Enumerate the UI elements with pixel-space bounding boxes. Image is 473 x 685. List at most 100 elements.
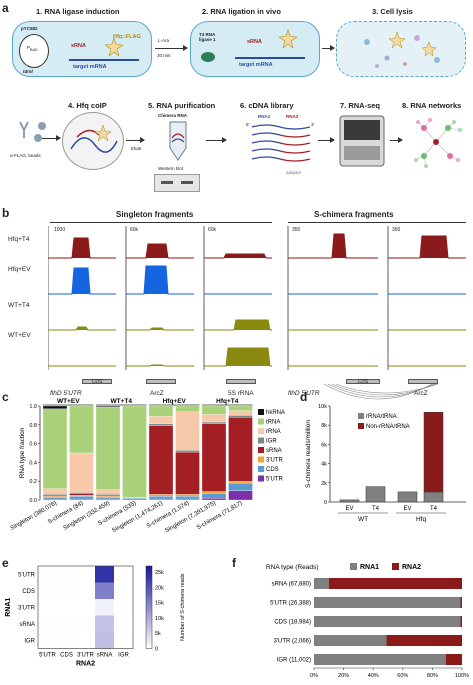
step-1-title: 1. RNA ligase induction [36,7,120,16]
bar-segment [69,493,94,496]
ytick-col5: 350 [392,227,401,233]
colorbar-step [146,592,152,596]
bar-segment [314,616,461,627]
colorbar-tick: 0 [155,647,158,653]
gene-box-arcz [146,379,176,384]
ytick-label: 1.0 [29,404,37,410]
legend-title: RNA type (Reads) [266,564,318,571]
colorbar-step [146,644,152,647]
panel-letter-c: c [2,390,9,404]
colorbar-step [146,580,152,583]
step-8-title: 8. RNA networks [402,101,462,110]
colorbar-tick: 10k [155,616,164,622]
heatmap-cell [76,632,95,649]
legend-label: CDS [266,467,279,473]
bar-segment [201,493,227,499]
xtick-label: 40% [368,673,379,679]
legend-label: RNA1 [360,564,379,571]
col-label: IGR [118,653,129,659]
colorbar-step [146,621,152,625]
legend-label: rRNA [266,429,281,435]
heatmap-cell [76,582,95,599]
column-3-tracks [203,226,272,370]
col-label: 5'UTR [39,653,56,659]
ytick-label: 0.4 [29,460,37,466]
bar-segment [175,496,200,500]
colorbar-step [146,642,152,645]
y-axis-label: S-chimera reads/million [305,420,312,488]
heatmap-cell [76,615,95,632]
bar-segment [228,490,253,501]
adapter-label: adapter [286,170,302,175]
colorbar-step [146,627,152,631]
bar-segment [69,496,94,500]
bar-segment [314,597,461,608]
ytick-label: 0.8 [29,423,37,429]
bar-segment [339,499,360,503]
colorbar-step [146,584,152,587]
legend-swatch [258,418,264,425]
chart-rna-type-fraction: 0.0 0.2 0.4 0.6 0.8 1.0 RNA type fraction Singl… [10,398,285,534]
row-label: CDS [22,589,35,595]
bar-segment [122,497,147,501]
bar-segment [365,486,386,503]
legend-swatch [258,447,264,453]
cell-step-1: pYC582 PBAD t4rnl sRNA Hfq::FLAG target … [12,21,152,77]
target-mrna-label-1: target mRNA [73,64,107,70]
xtick-label: 80% [427,673,438,679]
xtick-label: 0% [310,673,318,679]
group-label: WT+T4 [111,398,133,405]
heatmap-cell [114,599,133,616]
track-row-label-wt-ev: WT+EV [8,332,31,339]
target-mrna-line-1 [69,59,139,61]
ytick-col1: 1000 [54,227,66,233]
bar-segment [148,423,174,426]
heatmap-cell [38,615,57,632]
col-label: sRNA [97,653,113,659]
xtick-label: 20% [338,673,349,679]
heatmap-cell [57,615,76,632]
elute-label: Elute [131,146,142,151]
ytick-label: 0.6 [29,442,37,448]
bar-segment [228,415,253,418]
legend-label: 5'UTR [266,477,283,483]
srna-label-1: sRNA [71,43,86,49]
gene-box-5s [226,379,256,384]
bar-segment [122,405,147,498]
colorbar-step [146,617,152,620]
gene-label-col2: ArcZ [150,390,164,397]
colorbar-tick: 15k [155,601,164,607]
bar-segment [175,411,200,451]
ligase-icon [201,52,215,62]
bar-segment [201,491,227,494]
gene-label-col1: flhD 5'UTR [50,390,82,397]
bar-segment [69,405,94,454]
bar-segment [201,414,227,423]
colorbar-tick: 25k [155,570,164,576]
heatmap-cell [114,582,133,599]
legend-swatch [258,456,264,463]
legend-swatch [258,437,264,444]
bar-segment [42,488,68,495]
legend-label: RNA2 [402,564,421,571]
heatmap-cell [57,566,76,583]
colorbar-step [146,596,152,600]
ytick-col4: 350 [292,227,301,233]
legend-label: Non-rRNA/tRNA [366,424,410,430]
category-label: 5'UTR (26,388) [270,601,311,607]
antibody-beads-icon [19,121,46,142]
xtick-label: 100% [455,673,469,679]
x-axis-label: RNA2 [76,661,95,668]
y-axis-label: RNA type fraction [19,427,26,478]
legend-swatch [358,413,364,419]
arrow1-bottom-label: 30 min [157,53,171,58]
bar-segment [69,452,94,493]
colorbar-step [146,615,152,618]
heatmap-cell [38,599,57,616]
gene-label-col5: ArcZ [414,390,428,397]
group-label: Hfq+T4 [216,398,239,405]
xtick-label: T4 [430,506,438,512]
heatmap-cell [114,632,133,649]
cdna-library-icon [251,124,311,162]
rna2-label: RNA2 [286,114,299,119]
